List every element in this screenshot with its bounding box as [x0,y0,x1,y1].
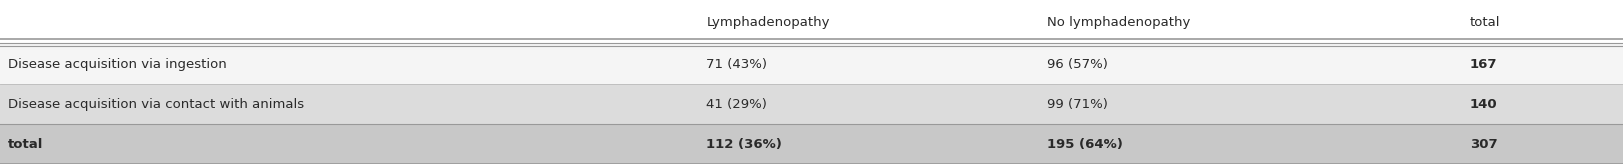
Text: 112 (36%): 112 (36%) [706,138,782,151]
Bar [0,44,1623,84]
Text: 140: 140 [1469,98,1496,111]
Text: 167: 167 [1469,58,1496,71]
Text: 96 (57%): 96 (57%) [1047,58,1107,71]
Text: total: total [8,138,44,151]
Text: 41 (29%): 41 (29%) [706,98,766,111]
Text: 71 (43%): 71 (43%) [706,58,768,71]
Bar [0,124,1623,164]
Text: Disease acquisition via ingestion: Disease acquisition via ingestion [8,58,227,71]
Bar [0,0,1623,44]
Text: Disease acquisition via contact with animals: Disease acquisition via contact with ani… [8,98,304,111]
Text: total: total [1469,16,1500,29]
Text: 195 (64%): 195 (64%) [1047,138,1123,151]
Bar [0,84,1623,124]
Text: 99 (71%): 99 (71%) [1047,98,1107,111]
Text: Lymphadenopathy: Lymphadenopathy [706,16,829,29]
Text: 307: 307 [1469,138,1496,151]
Text: No lymphadenopathy: No lymphadenopathy [1047,16,1190,29]
